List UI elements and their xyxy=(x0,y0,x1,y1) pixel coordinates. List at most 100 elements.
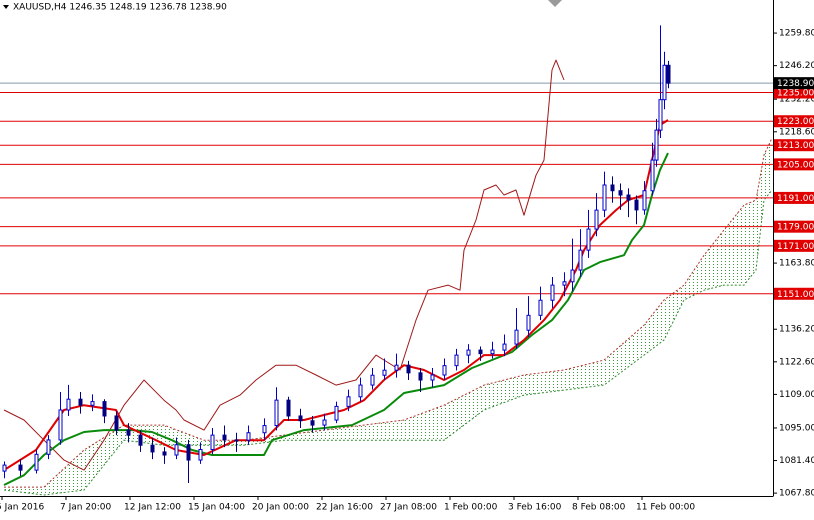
candle-body xyxy=(150,444,155,453)
level-label: 1151.00 xyxy=(777,290,814,300)
candle-body xyxy=(562,281,567,286)
candle-body xyxy=(430,374,435,381)
candle-body xyxy=(334,405,339,421)
candle-body xyxy=(594,209,599,230)
candle-body xyxy=(570,269,575,283)
candle-body xyxy=(186,444,191,461)
y-tick-label: 1109.00 xyxy=(779,390,814,400)
level-label: 1223.00 xyxy=(777,117,814,127)
y-tick-label: 1163.80 xyxy=(779,259,814,269)
y-tick-label: 1122.60 xyxy=(779,357,814,367)
candle-body xyxy=(514,329,519,345)
candle-body xyxy=(66,398,71,411)
candle-body xyxy=(666,64,671,84)
y-tick-label: 1259.80 xyxy=(779,29,814,39)
y-tick-label: 1246.20 xyxy=(779,61,814,71)
candle-body xyxy=(310,420,315,426)
candle-body xyxy=(454,354,459,367)
y-tick-label: 1067.80 xyxy=(779,489,814,499)
candle-body xyxy=(78,398,83,406)
candle-body xyxy=(442,365,447,376)
x-tick-label: 8 Feb 08:00 xyxy=(572,503,626,513)
candle-body xyxy=(550,284,555,301)
candle-body xyxy=(286,399,291,417)
candle-body xyxy=(618,190,623,196)
candle-body xyxy=(626,194,631,201)
price-label: 1238.90 xyxy=(777,79,814,89)
candle-body xyxy=(602,184,607,211)
candle-body xyxy=(382,369,387,376)
candle-body xyxy=(370,374,375,386)
candle-body xyxy=(650,159,655,192)
indicator-line xyxy=(3,152,669,486)
level-label: 1213.00 xyxy=(777,141,814,151)
level-label-box xyxy=(774,239,814,252)
candle-body xyxy=(210,434,215,451)
level-label: 1171.00 xyxy=(777,242,814,252)
candle-body xyxy=(526,314,531,331)
candle-body xyxy=(502,343,507,351)
chart-title: XAUUSD,H4 1246.35 1248.19 1236.78 1238.9… xyxy=(13,3,227,13)
candle-body xyxy=(234,439,239,442)
candle-body xyxy=(634,199,639,211)
candle-body xyxy=(466,349,471,356)
y-tick-label: 1095.00 xyxy=(779,423,814,433)
candle-body xyxy=(322,419,327,426)
candle-body xyxy=(222,434,227,441)
candle-body xyxy=(610,184,615,192)
title-arrow xyxy=(3,5,9,9)
candle-body xyxy=(162,451,167,456)
candle-body xyxy=(418,372,423,381)
level-label-box xyxy=(774,115,814,128)
candle-body xyxy=(394,364,399,371)
price-label-box xyxy=(774,77,814,90)
candle-body xyxy=(358,384,363,398)
x-tick-label: 3 Feb 16:00 xyxy=(508,503,562,513)
candle-body xyxy=(578,249,583,271)
candle-body xyxy=(406,364,411,374)
candle-body xyxy=(46,439,51,455)
candle-body xyxy=(586,228,591,251)
candle-body xyxy=(478,349,483,355)
x-tick-label: 11 Feb 00:00 xyxy=(636,503,695,513)
candle-body xyxy=(58,409,63,441)
candle-body xyxy=(262,425,267,434)
x-tick-label: 7 Jan 20:00 xyxy=(60,503,112,513)
level-label-box xyxy=(774,191,814,204)
candle-body xyxy=(538,299,543,316)
x-tick-label: 27 Jan 08:00 xyxy=(380,503,437,513)
x-tick-label: 20 Jan 00:00 xyxy=(252,503,309,513)
level-label-box xyxy=(774,158,814,171)
candle-body xyxy=(18,464,23,471)
cloud-fill xyxy=(4,138,772,496)
indicator-line xyxy=(3,59,565,471)
level-label-box xyxy=(774,86,814,99)
candle-body xyxy=(346,396,351,407)
level-label-box xyxy=(774,287,814,300)
cloud-span-a xyxy=(4,137,773,488)
plot-area xyxy=(0,25,773,496)
candle-body xyxy=(298,415,303,422)
level-label-box xyxy=(774,139,814,152)
candle-body xyxy=(658,99,663,131)
y-tick-label: 1232.20 xyxy=(779,95,814,105)
candle-body xyxy=(662,64,667,101)
candle-body xyxy=(102,401,107,417)
level-label: 1179.00 xyxy=(777,223,814,233)
level-label-box xyxy=(774,220,814,233)
y-tick-label: 1136.20 xyxy=(779,325,814,335)
y-tick-label: 1218.60 xyxy=(779,127,814,137)
candle-body xyxy=(654,129,659,161)
x-tick-label: 5 Jan 2016 xyxy=(0,503,44,513)
x-tick-label: 12 Jan 12:00 xyxy=(124,503,181,513)
candle-body xyxy=(114,415,119,431)
level-label: 1235.00 xyxy=(777,88,814,98)
level-label: 1205.00 xyxy=(777,160,814,170)
candle-body xyxy=(246,432,251,441)
candle-body xyxy=(642,190,647,211)
candle-body xyxy=(274,399,279,427)
candle-body xyxy=(490,349,495,355)
candle-body xyxy=(198,449,203,461)
